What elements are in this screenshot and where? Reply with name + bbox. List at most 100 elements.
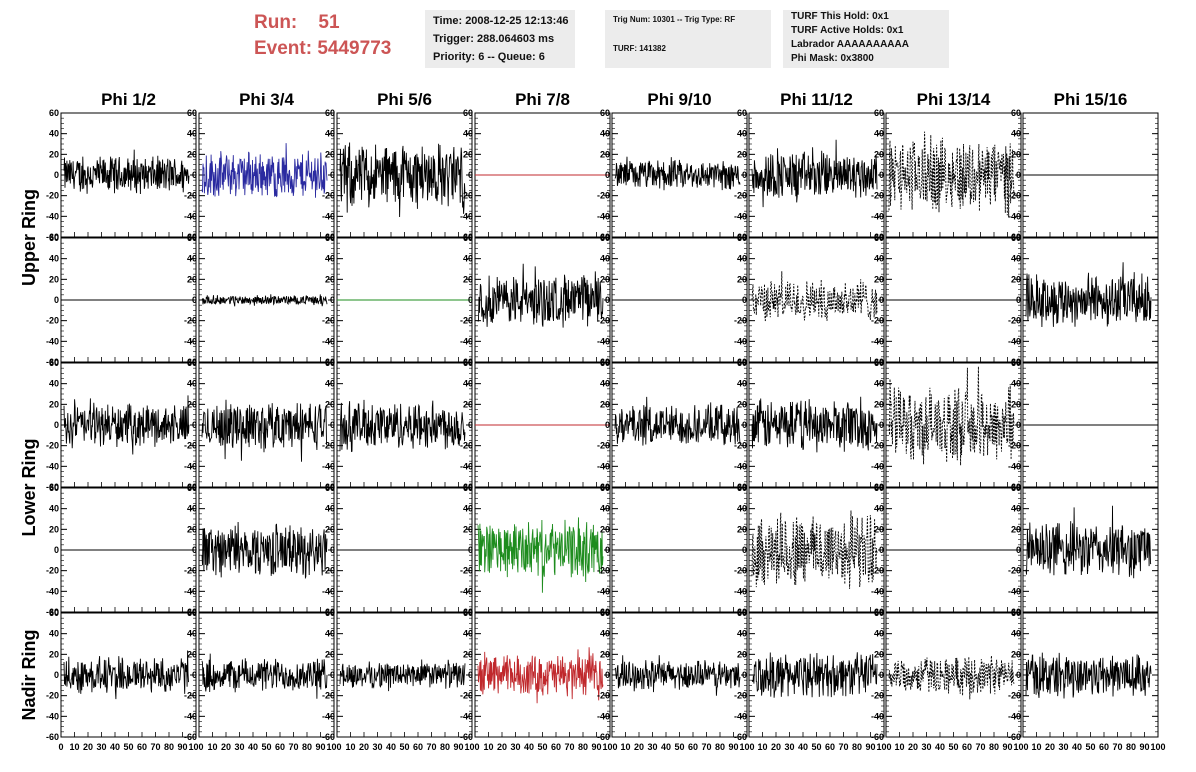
y-tick-label: -40 xyxy=(871,461,884,471)
y-tick-label: -40 xyxy=(1008,711,1021,721)
y-tick-label: 40 xyxy=(874,379,884,389)
y-tick-label: -40 xyxy=(734,211,747,221)
y-tick-label: 40 xyxy=(737,504,747,514)
y-tick-label: -40 xyxy=(46,711,59,721)
y-tick-label: -60 xyxy=(871,357,884,367)
y-tick-label: 20 xyxy=(874,649,884,659)
y-tick-label: 0 xyxy=(330,545,335,555)
y-tick-label: 20 xyxy=(187,399,197,409)
y-tick-label: 0 xyxy=(468,295,473,305)
y-tick-label: -20 xyxy=(184,441,197,451)
y-tick-label: -40 xyxy=(871,336,884,346)
y-tick-label: -20 xyxy=(184,316,197,326)
y-tick-label: -40 xyxy=(184,586,197,596)
y-tick-label: 60 xyxy=(874,108,884,118)
y-tick-label: 40 xyxy=(187,504,197,514)
y-tick-label: -40 xyxy=(734,336,747,346)
x-tick-label: 80 xyxy=(989,742,999,752)
y-tick-label: 60 xyxy=(463,108,473,118)
x-tick-label: 40 xyxy=(798,742,808,752)
y-tick-label: -40 xyxy=(597,211,610,221)
waveform xyxy=(751,271,878,322)
y-tick-label: -60 xyxy=(597,607,610,617)
x-tick-label: 20 xyxy=(634,742,644,752)
y-tick-label: -20 xyxy=(871,316,884,326)
x-tick-label: 10 xyxy=(345,742,355,752)
y-tick-label: 0 xyxy=(605,170,610,180)
y-tick-label: 0 xyxy=(468,545,473,555)
y-tick-label: 40 xyxy=(325,629,335,639)
y-tick-label: -20 xyxy=(184,566,197,576)
run-value: 51 xyxy=(318,12,340,33)
turf-text: TURF: 141382 xyxy=(613,44,666,53)
y-tick-label: 0 xyxy=(605,420,610,430)
x-tick-label: 100 xyxy=(602,742,617,752)
y-tick-label: 60 xyxy=(463,483,473,493)
x-tick-label: 0 xyxy=(58,742,63,752)
y-tick-label: 0 xyxy=(192,670,197,680)
y-tick-label: -20 xyxy=(597,191,610,201)
x-tick-label: 40 xyxy=(386,742,396,752)
x-tick-label: 80 xyxy=(164,742,174,752)
waveform xyxy=(63,395,190,455)
waveform xyxy=(751,652,878,698)
y-tick-label: 60 xyxy=(49,108,59,118)
y-tick-label: 20 xyxy=(49,649,59,659)
y-tick-label: 0 xyxy=(192,170,197,180)
x-tick-label: 70 xyxy=(150,742,160,752)
x-tick-label: 50 xyxy=(399,742,409,752)
run-row: Run: 51 xyxy=(254,10,391,36)
y-tick-label: -60 xyxy=(184,732,197,742)
x-tick-label: 30 xyxy=(1058,742,1068,752)
y-tick-label: 0 xyxy=(742,545,747,555)
y-tick-label: -20 xyxy=(460,441,473,451)
y-tick-label: 60 xyxy=(1011,233,1021,243)
y-tick-label: -60 xyxy=(734,732,747,742)
column-header: Phi 3/4 xyxy=(239,90,294,109)
y-tick-label: -60 xyxy=(46,232,59,242)
y-tick-label: -40 xyxy=(871,211,884,221)
y-tick-label: 0 xyxy=(742,670,747,680)
y-tick-label: 20 xyxy=(737,524,747,534)
y-tick-label: -20 xyxy=(460,566,473,576)
y-tick-label: -20 xyxy=(46,316,59,326)
y-tick-label: -40 xyxy=(322,461,335,471)
panel-frame xyxy=(885,112,1022,238)
x-tick-label: 80 xyxy=(578,742,588,752)
event-value: 5449773 xyxy=(317,38,392,59)
column-header: Phi 15/16 xyxy=(1054,90,1128,109)
waveform xyxy=(614,156,741,191)
y-tick-label: -40 xyxy=(46,211,59,221)
y-tick-label: 0 xyxy=(879,170,884,180)
y-tick-label: -60 xyxy=(322,232,335,242)
x-tick-label: 90 xyxy=(1002,742,1012,752)
y-tick-label: -40 xyxy=(460,586,473,596)
x-tick-label: 100 xyxy=(326,742,341,752)
waveform xyxy=(751,510,878,589)
y-tick-label: 20 xyxy=(1011,399,1021,409)
y-tick-label: -60 xyxy=(460,607,473,617)
y-tick-label: -40 xyxy=(734,461,747,471)
y-tick-label: 20 xyxy=(737,274,747,284)
waveform xyxy=(63,149,190,195)
y-tick-label: -20 xyxy=(1008,691,1021,701)
y-tick-label: 0 xyxy=(1016,545,1021,555)
y-tick-label: 60 xyxy=(874,483,884,493)
column-header: Phi 5/6 xyxy=(377,90,432,109)
y-tick-label: -40 xyxy=(460,211,473,221)
x-tick-label: 70 xyxy=(975,742,985,752)
y-tick-label: 20 xyxy=(600,149,610,159)
y-tick-label: -20 xyxy=(734,566,747,576)
y-tick-label: 40 xyxy=(463,629,473,639)
y-tick-label: 60 xyxy=(325,108,335,118)
y-tick-label: -40 xyxy=(597,336,610,346)
y-tick-label: -60 xyxy=(734,607,747,617)
x-tick-label: 20 xyxy=(83,742,93,752)
waveform xyxy=(477,517,604,593)
y-tick-label: 60 xyxy=(874,233,884,243)
y-tick-label: 60 xyxy=(49,358,59,368)
y-tick-label: -20 xyxy=(871,691,884,701)
x-tick-label: 50 xyxy=(123,742,133,752)
y-tick-label: -20 xyxy=(460,316,473,326)
y-tick-label: 60 xyxy=(600,233,610,243)
